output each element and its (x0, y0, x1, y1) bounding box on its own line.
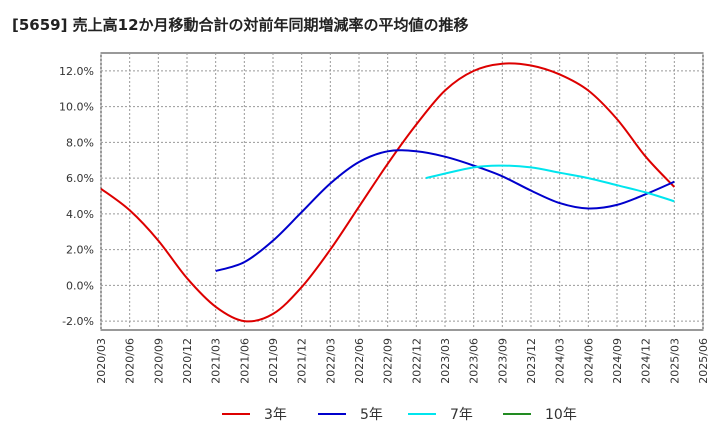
x-tick-label: 2023/03 (439, 338, 452, 384)
y-tick-label: 2.0% (66, 244, 94, 257)
x-tick-label: 2024/12 (640, 338, 653, 384)
x-tick-label: 2023/06 (468, 338, 481, 384)
chart-title: [5659] 売上高12か月移動合計の対前年同期増減率の平均値の推移 (12, 16, 469, 34)
y-tick-label: 10.0% (59, 101, 94, 114)
y-tick-label: -2.0% (62, 315, 94, 328)
x-tick-label: 2024/06 (582, 338, 595, 384)
x-tick-label: 2020/06 (124, 338, 137, 384)
x-tick-label: 2020/03 (95, 338, 108, 384)
series-line-3年 (100, 62, 676, 323)
x-axis-ticks: 2020/03 2020/06 2020/09 2020/12 2021/03 2021/… (95, 338, 710, 384)
x-tick-label: 2021/09 (267, 338, 280, 384)
x-tick-label: 2025/06 (697, 338, 710, 384)
x-tick-label: 2023/09 (496, 338, 509, 384)
x-tick-label: 2021/12 (296, 338, 309, 384)
y-tick-label: 4.0% (66, 208, 94, 221)
y-tick-label: 12.0% (59, 65, 94, 78)
legend-label-10年: 10年 (545, 407, 577, 423)
series-line-7年 (425, 164, 675, 203)
x-tick-label: 2020/12 (181, 338, 194, 384)
y-axis-ticks: -2.0% 0.0% 2.0% 4.0% 6.0% 8.0% 10.0% 12.0% (59, 65, 94, 328)
x-tick-label: 2022/03 (324, 338, 337, 384)
legend-label-7年: 7年 (450, 407, 473, 423)
series-line-5年 (215, 149, 675, 272)
x-tick-label: 2024/03 (554, 338, 567, 384)
legend-label-5年: 5年 (360, 407, 383, 423)
grid-lines (100, 53, 704, 330)
x-tick-label: 2022/09 (382, 338, 395, 384)
x-tick-label: 2023/12 (525, 338, 538, 384)
x-tick-label: 2025/03 (668, 338, 681, 384)
x-tick-label: 2020/09 (152, 338, 165, 384)
plot-area (100, 52, 704, 331)
legend-label-3年: 3年 (264, 407, 287, 423)
x-tick-label: 2021/03 (210, 338, 223, 384)
y-tick-label: 0.0% (66, 279, 94, 292)
series-lines (100, 62, 676, 323)
x-tick-label: 2024/09 (611, 338, 624, 384)
legend: 3年 5年 7年 10年 (222, 407, 577, 423)
y-tick-label: 6.0% (66, 172, 94, 185)
x-tick-label: 2022/06 (353, 338, 366, 384)
y-tick-label: 8.0% (66, 136, 94, 149)
x-tick-label: 2022/12 (410, 338, 423, 384)
x-tick-label: 2021/06 (238, 338, 251, 384)
